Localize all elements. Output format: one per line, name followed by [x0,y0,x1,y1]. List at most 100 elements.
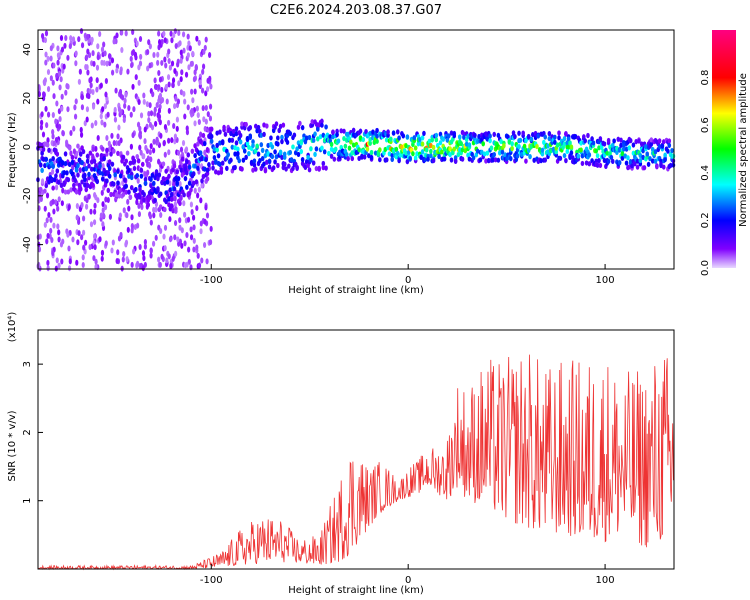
heatmap-cell [45,122,49,129]
heatmap-cell [142,191,146,198]
heatmap-cell [89,221,94,228]
heatmap-cell [100,146,105,152]
heatmap-cell [104,196,108,203]
heatmap-cell [127,173,131,179]
heatmap-cell [172,32,176,39]
heatmap-cell [655,164,659,170]
heatmap-cell [130,227,134,234]
heatmap-cell [161,161,166,167]
heatmap-cell [55,72,59,79]
heatmap-cell [375,127,379,134]
heatmap-cell [404,143,408,149]
heatmap-x-label: Height of straight line (km) [288,285,424,296]
heatmap-cell [357,155,361,162]
heatmap-cell [175,125,179,132]
heatmap-cell [289,157,294,163]
heatmap-cell [155,102,159,109]
heatmap-cell [278,123,283,130]
heatmap-cell [73,177,78,183]
heatmap-cell [202,140,207,147]
heatmap-cell [85,182,90,188]
heatmap-cell [350,150,355,156]
heatmap-cell [288,149,293,156]
heatmap-cell [43,205,47,212]
heatmap-cell [598,136,603,142]
heatmap-cell [158,191,163,197]
heatmap-cell [262,122,266,128]
heatmap-cell [569,150,574,156]
heatmap-cell [103,50,107,57]
heatmap-cell [182,200,186,207]
heatmap-cell [172,122,176,129]
y-tick-label: 3 [22,361,33,367]
heatmap-cell [229,157,233,163]
heatmap-cell [429,153,433,159]
heatmap-cell [167,202,171,208]
heatmap-cell [187,164,192,170]
heatmap-cell [394,146,399,152]
heatmap-cell [167,48,171,55]
heatmap-cell [420,149,425,155]
heatmap-cell [171,208,175,214]
heatmap-cell [558,155,563,161]
heatmap-cell [412,135,417,141]
heatmap-cell [368,130,372,136]
heatmap-cell [86,48,90,55]
heatmap-cell [188,45,192,52]
heatmap-cell [65,170,69,176]
heatmap-cell [193,187,197,194]
heatmap-cell [448,152,452,158]
heatmap-cell [114,192,119,198]
heatmap-cell [43,188,47,194]
heatmap-cell [201,173,206,180]
heatmap-cell [263,168,268,174]
heatmap-cell [157,113,162,120]
heatmap-cell [566,136,571,142]
heatmap-cell [431,144,436,151]
heatmap-cell [77,36,81,43]
heatmap-cell [173,201,177,208]
heatmap-cell [499,138,503,144]
heatmap-cell [342,135,346,142]
heatmap-cell [524,158,528,164]
heatmap-cell [151,180,156,186]
heatmap-cell [209,126,214,132]
heatmap-cell [196,252,200,259]
heatmap-cell [69,35,73,42]
heatmap-cell [184,146,189,153]
heatmap-cell [197,262,202,269]
heatmap-cell [157,158,161,165]
heatmap-cell [238,139,243,145]
heatmap-cell [89,166,94,172]
heatmap-cell [270,153,275,160]
heatmap-cell [181,31,186,38]
heatmap-cell [528,154,532,160]
heatmap-cell [81,262,85,269]
heatmap-cell [429,148,433,154]
heatmap-cell [273,149,277,155]
heatmap-cell [52,62,56,69]
heatmap-cell [155,136,159,143]
heatmap-cell [89,159,94,165]
heatmap-cell [117,106,122,113]
heatmap-cell [276,135,280,141]
heatmap-cell [148,102,152,109]
heatmap-cell [513,134,517,140]
heatmap-cell [211,165,215,171]
heatmap-cell [186,33,190,40]
snr-multiplier-label: (x10⁴) [7,312,18,343]
heatmap-cell [191,180,196,186]
heatmap-cell [153,197,157,203]
heatmap-cell [200,156,204,162]
heatmap-cell [517,130,521,136]
heatmap-cell [582,134,586,140]
heatmap-cell [626,155,630,161]
heatmap-y-ticks: -40 -20 0 20 40 [22,43,43,253]
heatmap-cell [205,86,210,93]
heatmap-cell [168,216,172,223]
heatmap-cell [151,91,155,98]
heatmap-cell [116,150,120,156]
heatmap-cell [51,156,55,162]
heatmap-cell [152,206,156,213]
heatmap-cell [413,155,418,161]
